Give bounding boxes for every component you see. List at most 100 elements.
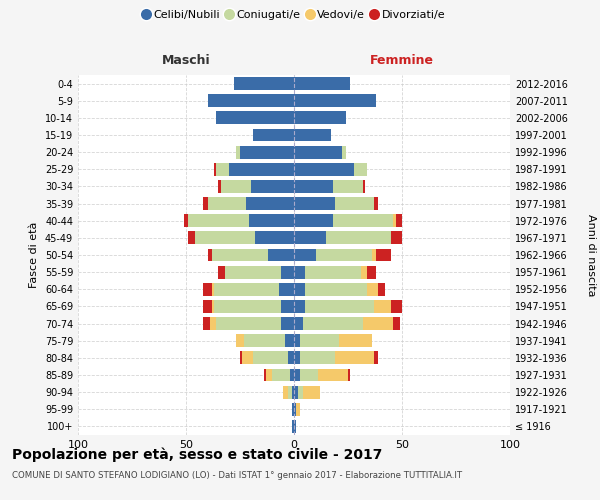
Bar bbox=[294, 368, 318, 382]
Bar bbox=[253, 128, 294, 141]
Bar bbox=[266, 368, 294, 382]
Bar bbox=[294, 300, 305, 313]
Bar bbox=[294, 368, 348, 382]
Bar bbox=[294, 300, 374, 313]
Bar bbox=[294, 232, 402, 244]
Bar bbox=[294, 334, 372, 347]
Bar bbox=[283, 386, 294, 398]
Bar bbox=[294, 77, 350, 90]
Bar bbox=[294, 248, 316, 262]
Bar bbox=[294, 317, 302, 330]
Bar bbox=[247, 197, 294, 210]
Bar bbox=[294, 248, 372, 262]
Bar bbox=[294, 112, 346, 124]
Bar bbox=[294, 214, 395, 227]
Bar bbox=[268, 248, 294, 262]
Bar bbox=[253, 352, 294, 364]
Bar bbox=[294, 112, 346, 124]
Bar bbox=[221, 180, 294, 193]
Bar bbox=[212, 283, 294, 296]
Bar bbox=[294, 232, 391, 244]
Bar bbox=[236, 146, 294, 158]
Bar bbox=[214, 283, 294, 296]
Bar bbox=[292, 403, 294, 415]
Bar bbox=[294, 300, 391, 313]
Bar bbox=[294, 283, 378, 296]
Bar bbox=[208, 94, 294, 107]
Bar bbox=[294, 146, 341, 158]
Bar bbox=[292, 403, 294, 415]
Bar bbox=[294, 94, 376, 107]
Bar bbox=[212, 248, 294, 262]
Bar bbox=[294, 352, 335, 364]
Bar bbox=[294, 317, 363, 330]
Bar bbox=[294, 283, 367, 296]
Bar bbox=[294, 403, 296, 415]
Bar bbox=[294, 180, 363, 193]
Bar bbox=[208, 94, 294, 107]
Bar bbox=[294, 403, 301, 415]
Bar bbox=[294, 248, 376, 262]
Bar bbox=[240, 352, 294, 364]
Bar bbox=[294, 112, 346, 124]
Text: Maschi: Maschi bbox=[161, 54, 211, 68]
Bar bbox=[294, 94, 376, 107]
Bar bbox=[283, 386, 294, 398]
Text: Femmine: Femmine bbox=[370, 54, 434, 68]
Bar bbox=[248, 214, 294, 227]
Bar bbox=[221, 180, 294, 193]
Bar bbox=[294, 386, 320, 398]
Bar bbox=[294, 94, 376, 107]
Bar bbox=[233, 77, 294, 90]
Bar bbox=[236, 334, 294, 347]
Bar bbox=[294, 420, 296, 433]
Bar bbox=[294, 232, 391, 244]
Bar bbox=[216, 112, 294, 124]
Bar bbox=[253, 128, 294, 141]
Bar bbox=[294, 283, 385, 296]
Bar bbox=[294, 94, 376, 107]
Bar bbox=[294, 128, 331, 141]
Bar bbox=[292, 403, 294, 415]
Bar bbox=[236, 334, 294, 347]
Bar bbox=[294, 214, 394, 227]
Bar bbox=[294, 420, 296, 433]
Text: COMUNE DI SANTO STEFANO LODIGIANO (LO) - Dati ISTAT 1° gennaio 2017 - Elaborazio: COMUNE DI SANTO STEFANO LODIGIANO (LO) -… bbox=[12, 471, 462, 480]
Bar bbox=[242, 352, 294, 364]
Bar bbox=[233, 77, 294, 90]
Text: Popolazione per età, sesso e stato civile - 2017: Popolazione per età, sesso e stato civil… bbox=[12, 448, 382, 462]
Bar bbox=[225, 266, 294, 278]
Bar bbox=[208, 94, 294, 107]
Bar bbox=[208, 197, 294, 210]
Bar bbox=[294, 77, 350, 90]
Bar bbox=[287, 386, 294, 398]
Bar bbox=[294, 420, 296, 433]
Bar bbox=[233, 77, 294, 90]
Bar bbox=[236, 146, 294, 158]
Bar bbox=[253, 128, 294, 141]
Bar bbox=[218, 180, 294, 193]
Bar bbox=[208, 248, 294, 262]
Bar bbox=[272, 368, 294, 382]
Bar bbox=[294, 300, 402, 313]
Bar bbox=[281, 317, 294, 330]
Bar bbox=[294, 146, 346, 158]
Bar bbox=[294, 368, 301, 382]
Bar bbox=[294, 266, 361, 278]
Bar bbox=[194, 232, 294, 244]
Bar bbox=[294, 214, 333, 227]
Bar bbox=[233, 77, 294, 90]
Bar bbox=[294, 180, 365, 193]
Bar bbox=[292, 420, 294, 433]
Bar bbox=[294, 403, 296, 415]
Bar bbox=[294, 232, 326, 244]
Bar bbox=[294, 283, 305, 296]
Bar bbox=[229, 163, 294, 175]
Bar bbox=[294, 77, 350, 90]
Bar bbox=[294, 368, 350, 382]
Bar bbox=[214, 163, 294, 175]
Bar bbox=[294, 334, 372, 347]
Bar bbox=[294, 180, 363, 193]
Bar bbox=[294, 214, 402, 227]
Bar bbox=[240, 146, 294, 158]
